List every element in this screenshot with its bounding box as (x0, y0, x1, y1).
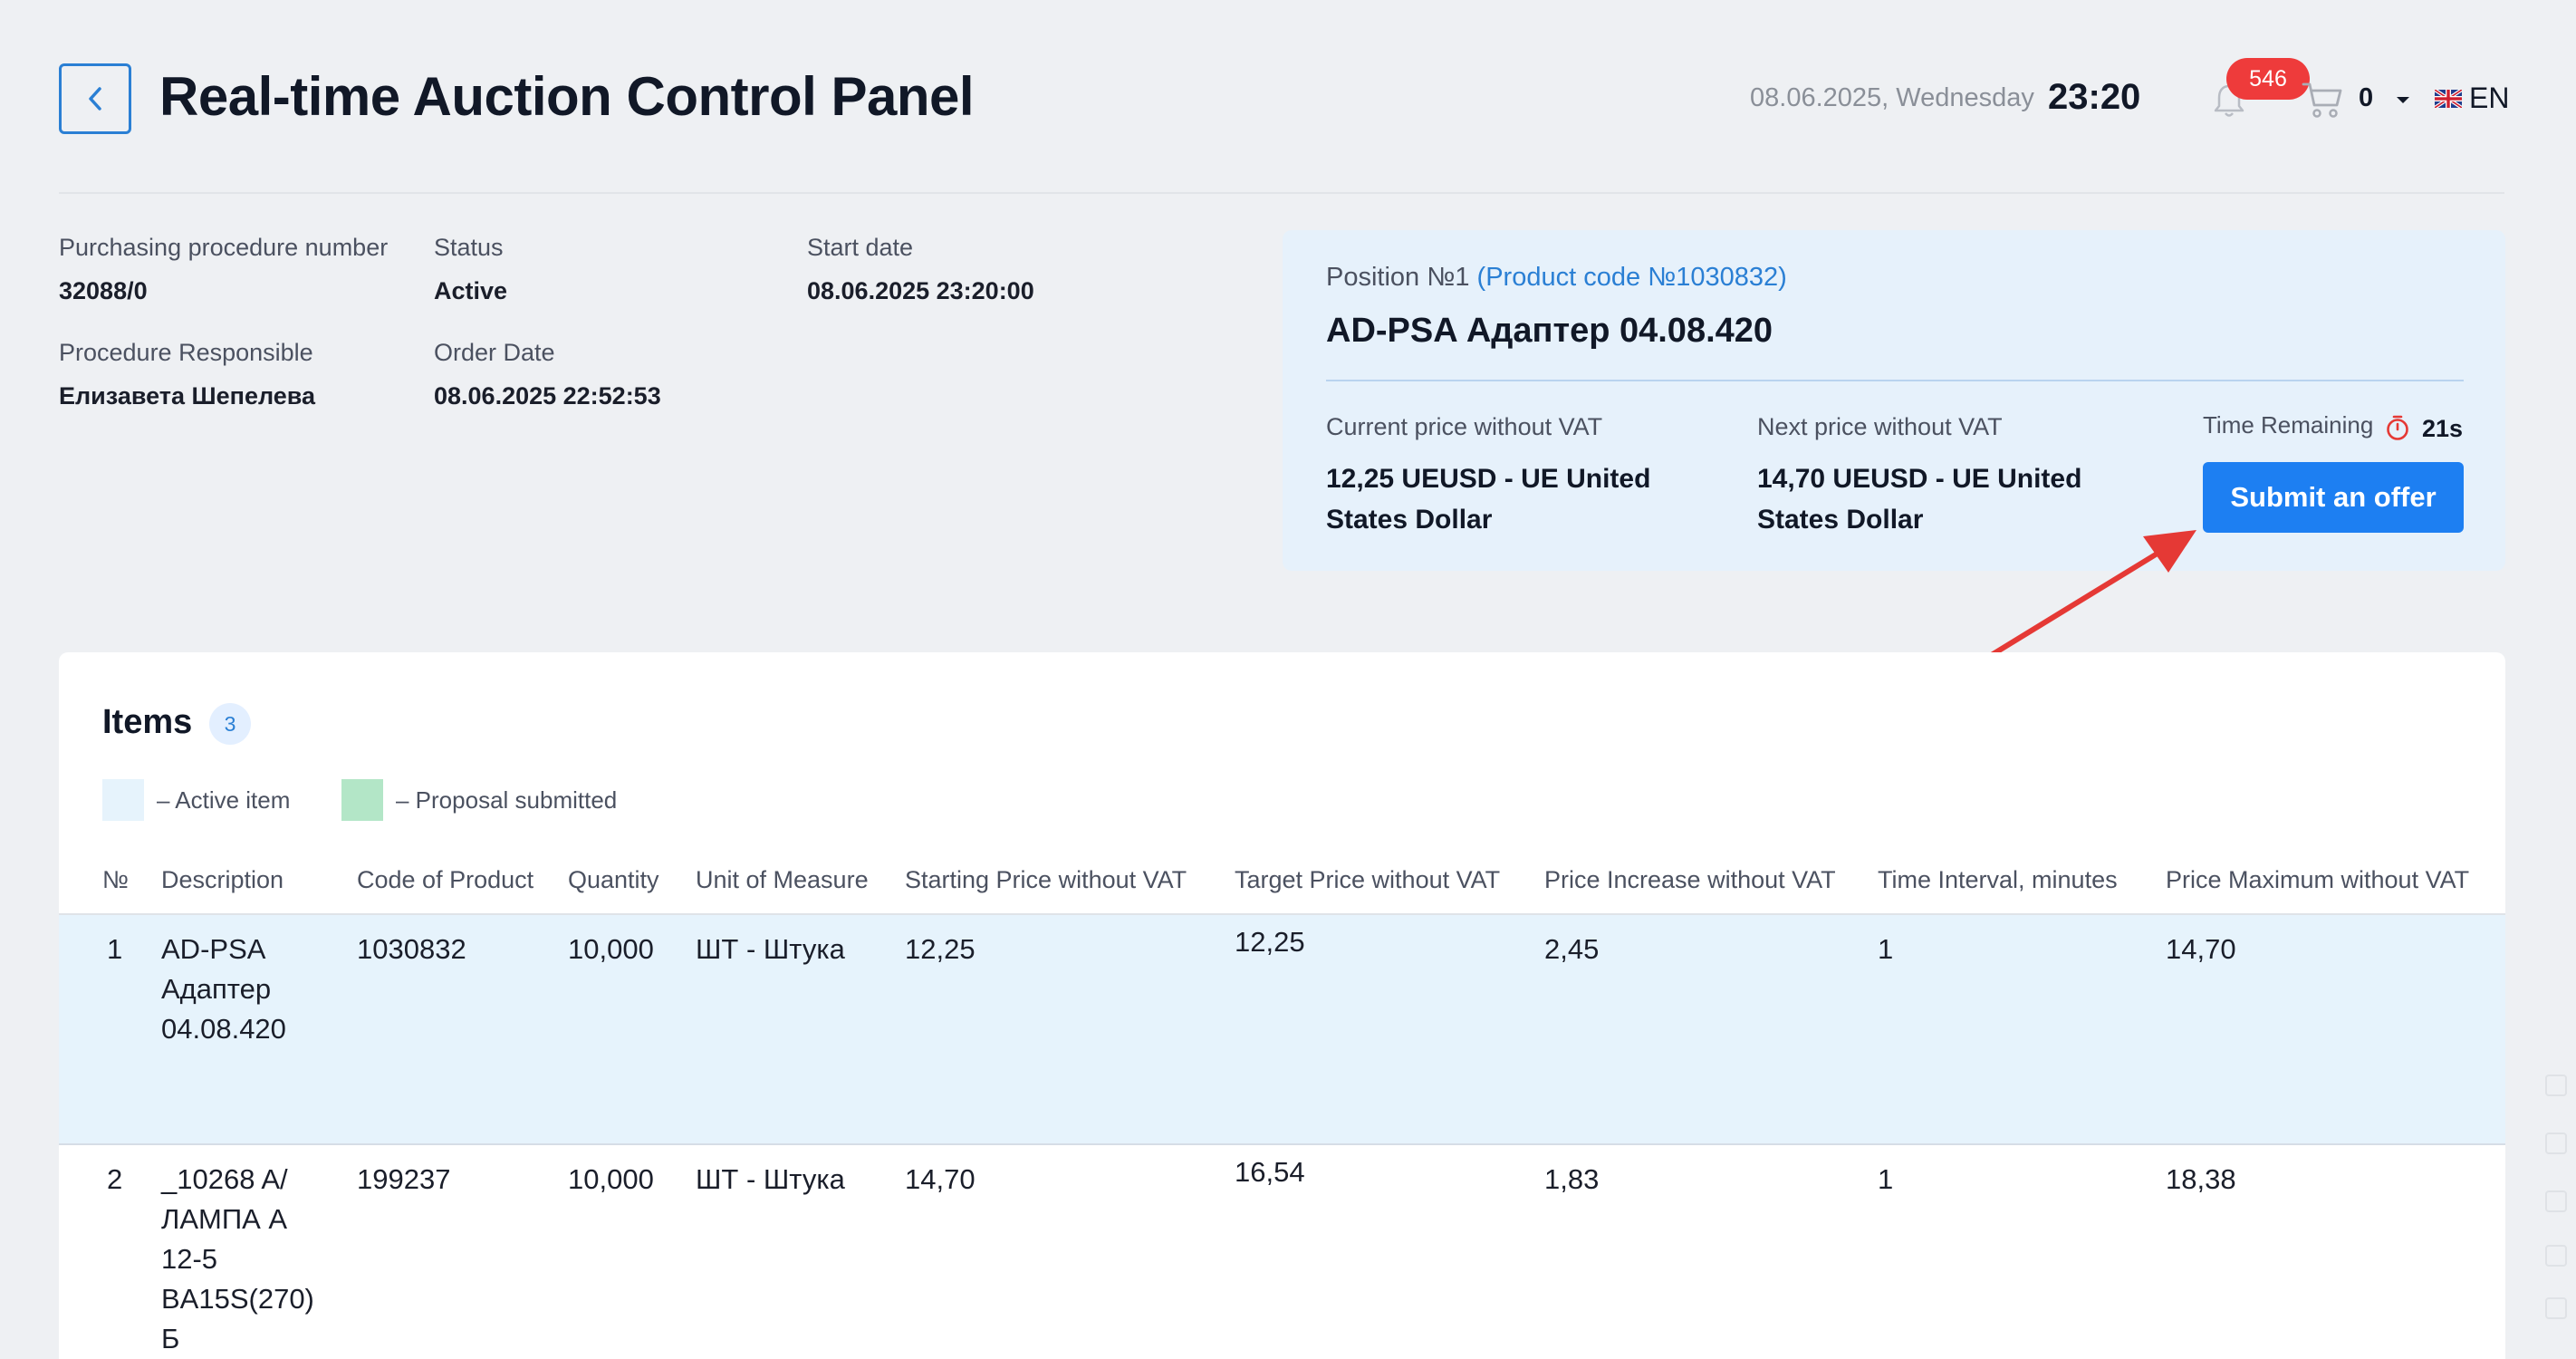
cell-time-interval: 1 (1878, 933, 1894, 965)
cell-starting-price: 14,70 (905, 1163, 976, 1195)
current-time: 23:20 (2048, 77, 2141, 117)
legend-submitted-swatch (341, 779, 383, 821)
side-toolbar-icon[interactable] (2545, 1190, 2567, 1212)
cell-code: 199237 (357, 1163, 451, 1195)
cell-price-increase: 2,45 (1544, 933, 1600, 965)
responsible-label: Procedure Responsible (59, 339, 313, 366)
side-toolbar-icon[interactable] (2545, 1245, 2567, 1267)
column-header-unit: Unit of Measure (696, 866, 869, 893)
order-date-value: 08.06.2025 22:52:53 (434, 382, 661, 410)
language-label: EN (2469, 82, 2510, 114)
column-header-starting-price: Starting Price without VAT (905, 866, 1187, 893)
column-header-price-maximum: Price Maximum without VAT (2166, 866, 2470, 893)
cell-quantity: 10,000 (568, 1163, 654, 1195)
cart-count: 0 (2359, 83, 2374, 112)
table-row[interactable]: 1 AD-PSA Адаптер 04.08.420 1030832 10,00… (59, 915, 2505, 1145)
items-panel: Items 3 – Active item – Proposal submitt… (59, 652, 2505, 1359)
column-header-target-price: Target Price without VAT (1235, 866, 1501, 893)
position-heading: Position №1 (Product code №1030832) (1326, 263, 1787, 293)
cell-code: 1030832 (357, 933, 466, 965)
procedure-number-label: Purchasing procedure number (59, 234, 389, 261)
cell-number: 2 (107, 1163, 123, 1195)
procedure-number-value: 32088/0 (59, 277, 148, 304)
cart-icon[interactable] (2301, 80, 2344, 120)
cell-quantity: 10,000 (568, 933, 654, 965)
items-count-badge: 3 (209, 703, 251, 745)
responsible-value: Елизавета Шепелева (59, 382, 316, 410)
submit-offer-button[interactable]: Submit an offer (2203, 462, 2464, 533)
current-date: 08.06.2025, Wednesday (1750, 83, 2034, 112)
table-header-divider (59, 913, 2505, 915)
time-remaining-label: Time Remaining (2203, 411, 2374, 439)
current-price-value: 12,25 UEUSD - UE United States Dollar (1326, 464, 1651, 535)
side-toolbar-icon[interactable] (2545, 1075, 2567, 1096)
cell-unit: ШТ - Штука (696, 1163, 845, 1195)
position-name: AD-PSA Адаптер 04.08.420 (1326, 312, 1773, 350)
time-remaining-value: 21s (2422, 415, 2464, 442)
language-selector[interactable]: EN (2435, 82, 2509, 115)
start-date-value: 08.06.2025 23:20:00 (807, 277, 1034, 304)
items-title: Items (102, 703, 193, 741)
table-row[interactable]: 2 _10268 A/ ЛАМПА А 12-5 BA15S(270) Б 19… (59, 1145, 2505, 1359)
column-header-code: Code of Product (357, 866, 534, 893)
legend-submitted-label: – Proposal submitted (396, 786, 618, 814)
column-header-number: № (102, 866, 129, 893)
chevron-down-icon[interactable] (2394, 91, 2412, 109)
column-header-quantity: Quantity (568, 866, 659, 893)
notification-badge[interactable]: 546 (2226, 58, 2310, 100)
cell-unit: ШТ - Штука (696, 933, 845, 965)
order-date-label: Order Date (434, 339, 555, 366)
chevron-left-icon (89, 87, 101, 111)
cell-price-maximum: 14,70 (2166, 933, 2236, 965)
cell-price-increase: 1,83 (1544, 1163, 1600, 1195)
header-divider (59, 192, 2504, 194)
column-header-time-interval: Time Interval, minutes (1878, 866, 2118, 893)
cell-price-maximum: 18,38 (2166, 1163, 2236, 1195)
page-title: Real-time Auction Control Panel (159, 66, 975, 127)
status-value: Active (434, 277, 508, 304)
cell-starting-price: 12,25 (905, 933, 976, 965)
cell-description: AD-PSA Адаптер 04.08.420 (161, 933, 286, 1045)
cell-description: _10268 A/ ЛАМПА А 12-5 BA15S(270) Б (161, 1163, 314, 1354)
back-button[interactable] (59, 63, 131, 134)
position-divider (1326, 380, 2464, 381)
uk-flag-icon (2435, 89, 2462, 108)
start-date-label: Start date (807, 234, 914, 261)
cell-time-interval: 1 (1878, 1163, 1894, 1195)
cell-number: 1 (107, 933, 123, 965)
status-label: Status (434, 234, 504, 261)
side-toolbar-icon[interactable] (2545, 1132, 2567, 1154)
next-price-label: Next price without VAT (1757, 413, 2003, 440)
position-number: Position №1 (1326, 263, 1470, 292)
side-toolbar-icon[interactable] (2545, 1297, 2567, 1319)
legend-active-swatch (102, 779, 144, 821)
position-card: Position №1 (Product code №1030832) AD-P… (1283, 230, 2505, 571)
stopwatch-icon (2387, 415, 2408, 440)
product-code-link[interactable]: (Product code №1030832) (1476, 263, 1787, 292)
next-price-value: 14,70 UEUSD - UE United States Dollar (1757, 464, 2082, 535)
current-price-label: Current price without VAT (1326, 413, 1603, 440)
legend-active-label: – Active item (157, 786, 291, 814)
column-header-price-increase: Price Increase without VAT (1544, 866, 1836, 893)
cell-target-price: 16,54 (1235, 1156, 1305, 1188)
column-header-description: Description (161, 866, 284, 893)
cell-target-price: 12,25 (1235, 926, 1305, 958)
